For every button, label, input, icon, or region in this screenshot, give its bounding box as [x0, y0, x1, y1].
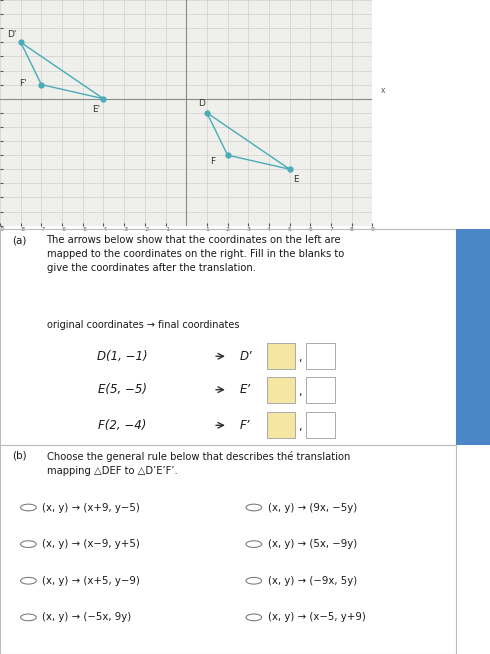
Text: E(5, −5): E(5, −5)	[98, 383, 147, 396]
Text: E': E'	[92, 105, 100, 114]
Text: ,: ,	[298, 387, 301, 397]
Text: E’: E’	[240, 383, 251, 396]
Text: (x, y) → (x+9, y−5): (x, y) → (x+9, y−5)	[42, 502, 140, 513]
Text: (x, y) → (−9x, 5y): (x, y) → (−9x, 5y)	[268, 576, 357, 586]
Text: ,: ,	[298, 422, 301, 432]
Text: F: F	[210, 156, 215, 165]
Text: (x, y) → (−5x, 9y): (x, y) → (−5x, 9y)	[42, 612, 131, 623]
Text: (a): (a)	[12, 235, 26, 245]
Text: D': D'	[7, 31, 17, 39]
Text: The arrows below show that the coordinates on the left are
mapped to the coordin: The arrows below show that the coordinat…	[47, 235, 344, 273]
Bar	[456, 229, 490, 445]
Text: F': F'	[19, 78, 27, 88]
Text: F(2, −4): F(2, −4)	[98, 419, 147, 432]
Bar	[306, 412, 335, 438]
Text: D’: D’	[240, 350, 253, 363]
Text: (x, y) → (x−5, y+9): (x, y) → (x−5, y+9)	[268, 612, 366, 623]
Text: D(1, −1): D(1, −1)	[97, 350, 148, 363]
Bar	[267, 343, 295, 369]
Text: (x, y) → (x+5, y−9): (x, y) → (x+5, y−9)	[42, 576, 140, 586]
Text: (b): (b)	[12, 451, 27, 461]
Text: (x, y) → (x−9, y+5): (x, y) → (x−9, y+5)	[42, 539, 140, 549]
Bar	[306, 343, 335, 369]
Text: (x, y) → (9x, −5y): (x, y) → (9x, −5y)	[268, 502, 357, 513]
Bar	[267, 412, 295, 438]
Text: original coordinates → final coordinates: original coordinates → final coordinates	[47, 320, 239, 330]
Bar	[306, 377, 335, 403]
Text: D: D	[198, 99, 205, 108]
Text: x: x	[381, 86, 385, 95]
Bar	[267, 377, 295, 403]
Text: Choose the general rule below that describes thé translation
mapping △DEF to △D: Choose the general rule below that descr…	[47, 451, 350, 475]
Text: E: E	[293, 175, 298, 184]
Text: F’: F’	[240, 419, 250, 432]
Text: ,: ,	[298, 353, 301, 364]
Text: (x, y) → (5x, −9y): (x, y) → (5x, −9y)	[268, 539, 357, 549]
